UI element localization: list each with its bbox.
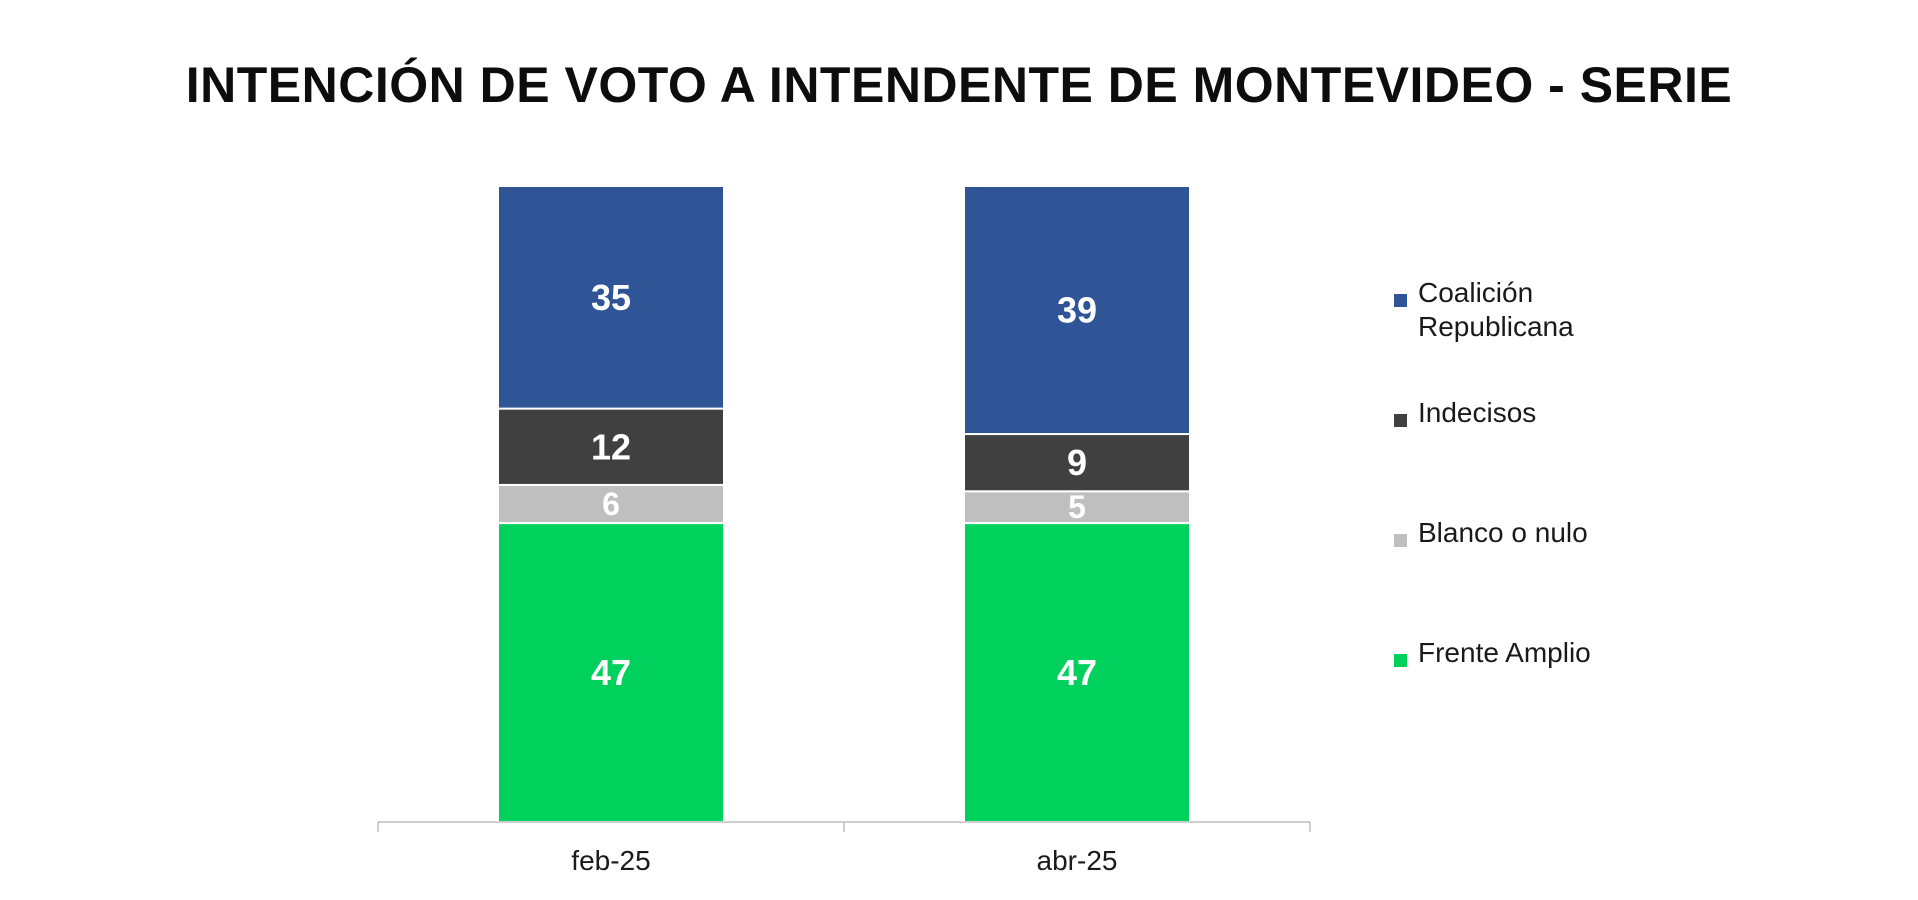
legend-label: Indecisos: [1418, 397, 1537, 428]
bar-segment-blanco-o-nulo-feb-25: [497, 483, 725, 525]
data-label-blanco-o-nulo-feb-25: 6: [602, 486, 620, 522]
legend-swatch-indecisos: [1394, 414, 1407, 427]
bar-segment-indecisos-abr-25: [963, 433, 1191, 493]
legend-label: Frente Amplio: [1418, 637, 1591, 668]
legend-label: Blanco o nulo: [1418, 517, 1588, 548]
bar-segment-frente-amplio-feb-25: [497, 522, 725, 824]
legend-item-coalicion-republicana: Coalición Republicana: [1394, 276, 1714, 396]
data-label-blanco-o-nulo-abr-25: 5: [1068, 489, 1086, 525]
data-label-indecisos-feb-25: 12: [591, 426, 631, 467]
legend-swatch-coalicion-republicana: [1394, 294, 1407, 307]
data-label-coalicion-republicana-feb-25: 35: [591, 277, 631, 318]
chart-title: INTENCIÓN DE VOTO A INTENDENTE DE MONTEV…: [185, 57, 1733, 113]
data-label-frente-amplio-abr-25: 47: [1057, 652, 1097, 693]
data-label-frente-amplio-feb-25: 47: [591, 652, 631, 693]
data-label-indecisos-abr-25: 9: [1067, 442, 1087, 483]
data-label-coalicion-republicana-abr-25: 39: [1057, 290, 1097, 331]
legend-item-indecisos: Indecisos: [1394, 396, 1714, 516]
legend-label: Coalición Republicana: [1418, 277, 1574, 342]
bar-segment-coalicion-republicana-feb-25: [497, 185, 725, 410]
bar-segment-coalicion-republicana-abr-25: [963, 185, 1191, 436]
legend-swatch-blanco-o-nulo: [1394, 534, 1407, 547]
legend-item-frente-amplio: Frente Amplio: [1394, 636, 1714, 756]
x-tick-label-abr-25: abr-25: [1037, 845, 1118, 876]
legend-item-blanco-o-nulo: Blanco o nulo: [1394, 516, 1714, 636]
x-tick-label-feb-25: feb-25: [571, 845, 650, 876]
legend-swatch-frente-amplio: [1394, 654, 1407, 667]
legend: Coalición Republicana Indecisos Blanco o…: [1394, 276, 1714, 756]
